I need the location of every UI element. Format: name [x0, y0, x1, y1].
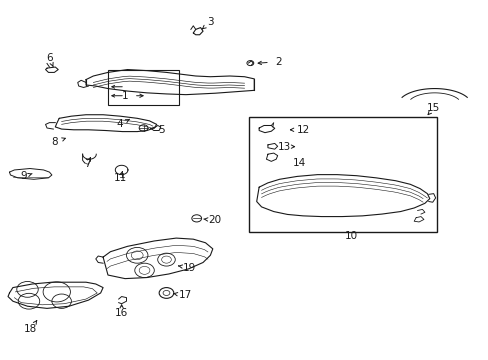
Text: 16: 16	[115, 308, 128, 318]
Text: 10: 10	[345, 231, 358, 240]
Text: 4: 4	[117, 120, 123, 129]
Text: 9: 9	[21, 171, 27, 181]
Text: 14: 14	[292, 158, 305, 168]
Bar	[249, 117, 436, 232]
Text: 13: 13	[277, 141, 290, 152]
Text: 15: 15	[426, 103, 439, 113]
Text: 6: 6	[46, 53, 53, 63]
Text: 7: 7	[84, 159, 91, 169]
Text: 3: 3	[206, 17, 213, 27]
Text: 5: 5	[158, 125, 164, 135]
Bar	[108, 69, 178, 105]
Text: 17: 17	[178, 291, 191, 301]
Text: 18: 18	[24, 324, 38, 334]
Text: 11: 11	[113, 173, 126, 183]
Text: 1: 1	[122, 91, 128, 101]
Text: 2: 2	[275, 57, 282, 67]
Text: 8: 8	[51, 138, 58, 147]
Text: 12: 12	[296, 125, 309, 135]
Text: 20: 20	[208, 215, 222, 225]
Text: 19: 19	[183, 263, 196, 273]
